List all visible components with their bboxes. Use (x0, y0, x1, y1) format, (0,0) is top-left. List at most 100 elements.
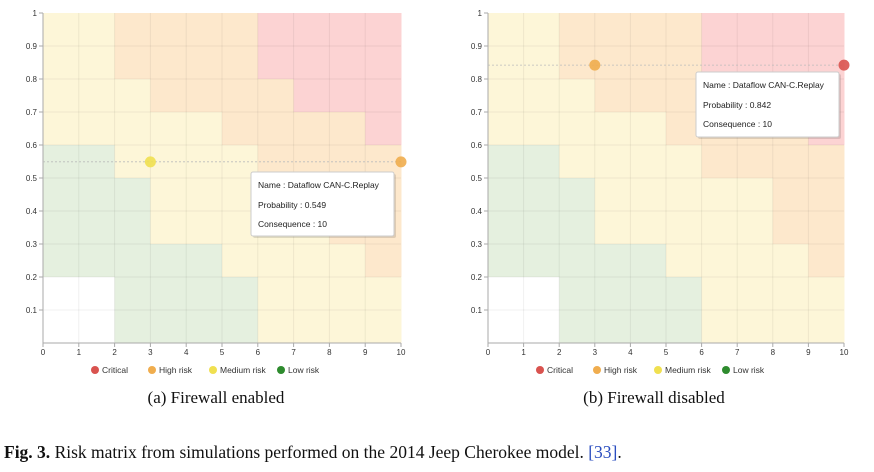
risk-cell-critical (737, 13, 774, 47)
risk-cell-low (186, 277, 223, 311)
risk-cell-high (257, 79, 295, 113)
legend-label-low: Low risk (733, 365, 765, 375)
risk-cell-low (523, 211, 560, 245)
legend-marker-low (722, 366, 730, 374)
subcaption: (b) Firewall disabled (583, 388, 725, 407)
risk-cell-low (523, 145, 560, 179)
risk-cell-low (114, 244, 151, 278)
x-tick-label: 3 (148, 348, 153, 357)
risk-cell-high (150, 79, 187, 113)
risk-cell-low (186, 244, 223, 278)
risk-cell-medium (43, 112, 80, 146)
y-tick-label: 0.2 (26, 273, 38, 282)
x-tick-label: 9 (363, 348, 368, 357)
risk-cell-low (150, 244, 187, 278)
risk-cell-medium (701, 277, 738, 311)
risk-cell-critical (701, 13, 738, 47)
risk-cell-medium (293, 244, 330, 278)
figure-caption: Fig. 3. Risk matrix from simulations per… (4, 442, 874, 463)
risk-cell-high (594, 46, 631, 80)
y-tick-label: 0.2 (471, 273, 483, 282)
risk-cell-low (488, 244, 525, 278)
y-tick-label: 0.1 (26, 306, 38, 315)
y-tick-label: 0.7 (471, 108, 483, 117)
tooltip-probability: Probability : 0.842 (703, 100, 771, 110)
risk-cell-medium (772, 310, 809, 344)
risk-cell-high (186, 79, 223, 113)
risk-cell-low (559, 211, 596, 245)
risk-cell-critical (293, 46, 330, 80)
risk-cell-critical (293, 79, 330, 113)
risk-cell-critical (365, 79, 402, 113)
risk-cell-high (559, 46, 596, 80)
risk-cell-low (594, 277, 631, 311)
y-tick-label: 1 (33, 9, 38, 18)
risk-cell-medium (666, 244, 703, 278)
risk-cell-low (594, 244, 631, 278)
risk-cell-high (630, 13, 667, 47)
tooltip-consequence: Consequence : 10 (258, 219, 327, 229)
risk-cell-high (630, 79, 667, 113)
risk-cell-high (772, 145, 809, 179)
risk-cell-medium (114, 79, 151, 113)
risk-cell-medium (329, 277, 366, 311)
risk-cell-high (808, 178, 845, 212)
risk-cell-critical (772, 13, 809, 47)
risk-cell-medium (257, 277, 295, 311)
risk-cell-medium (630, 211, 667, 245)
x-tick-label: 9 (806, 348, 811, 357)
risk-cell-medium (559, 79, 596, 113)
legend-label-high: High risk (604, 365, 638, 375)
risk-cell-low (150, 310, 187, 344)
legend-marker-low (277, 366, 285, 374)
risk-cell-high (701, 145, 738, 179)
risk-cell-high (114, 13, 151, 47)
risk-cell-none (488, 310, 525, 344)
risk-cell-high (114, 46, 151, 80)
x-tick-label: 1 (77, 348, 82, 357)
risk-cell-critical (365, 112, 402, 146)
legend-marker-high (593, 366, 601, 374)
y-tick-label: 0.8 (471, 75, 483, 84)
risk-cell-medium (523, 13, 560, 47)
y-tick-label: 0.4 (471, 207, 483, 216)
risk-cell-low (594, 310, 631, 344)
risk-cell-low (43, 145, 80, 179)
risk-cell-critical (365, 13, 402, 47)
x-tick-label: 10 (840, 348, 849, 357)
risk-cell-high (222, 13, 259, 47)
y-tick-label: 0.5 (471, 174, 483, 183)
risk-cell-medium (488, 79, 525, 113)
data-point-high (589, 59, 601, 71)
figure-label: Fig. 3. (4, 442, 51, 462)
risk-cell-high (150, 46, 187, 80)
x-tick-label: 5 (220, 348, 225, 357)
tooltip-name: Name : Dataflow CAN-C.Replay (258, 180, 380, 190)
risk-cell-medium (666, 145, 703, 179)
risk-cell-low (186, 310, 223, 344)
risk-cell-high (186, 46, 223, 80)
x-tick-label: 8 (771, 348, 776, 357)
y-tick-label: 0.1 (471, 306, 483, 315)
risk-cell-medium (78, 79, 116, 113)
data-point-high (395, 156, 407, 168)
risk-cell-critical (329, 79, 366, 113)
risk-cell-medium (701, 178, 738, 212)
legend-label-critical: Critical (547, 365, 573, 375)
risk-cell-medium (186, 112, 223, 146)
tooltip-box (695, 71, 840, 138)
risk-cell-low (43, 211, 80, 245)
caption-text: Risk matrix from simulations performed o… (50, 442, 589, 462)
risk-cell-medium (559, 145, 596, 179)
risk-cell-medium (630, 145, 667, 179)
risk-cell-high (365, 244, 402, 278)
risk-cell-high (559, 13, 596, 47)
x-tick-label: 7 (735, 348, 740, 357)
risk-cell-critical (257, 46, 295, 80)
risk-cell-low (114, 310, 151, 344)
risk-cell-medium (737, 211, 774, 245)
risk-cell-medium (772, 244, 809, 278)
risk-cell-high (150, 13, 187, 47)
risk-cell-low (559, 277, 596, 311)
x-tick-label: 10 (397, 348, 406, 357)
